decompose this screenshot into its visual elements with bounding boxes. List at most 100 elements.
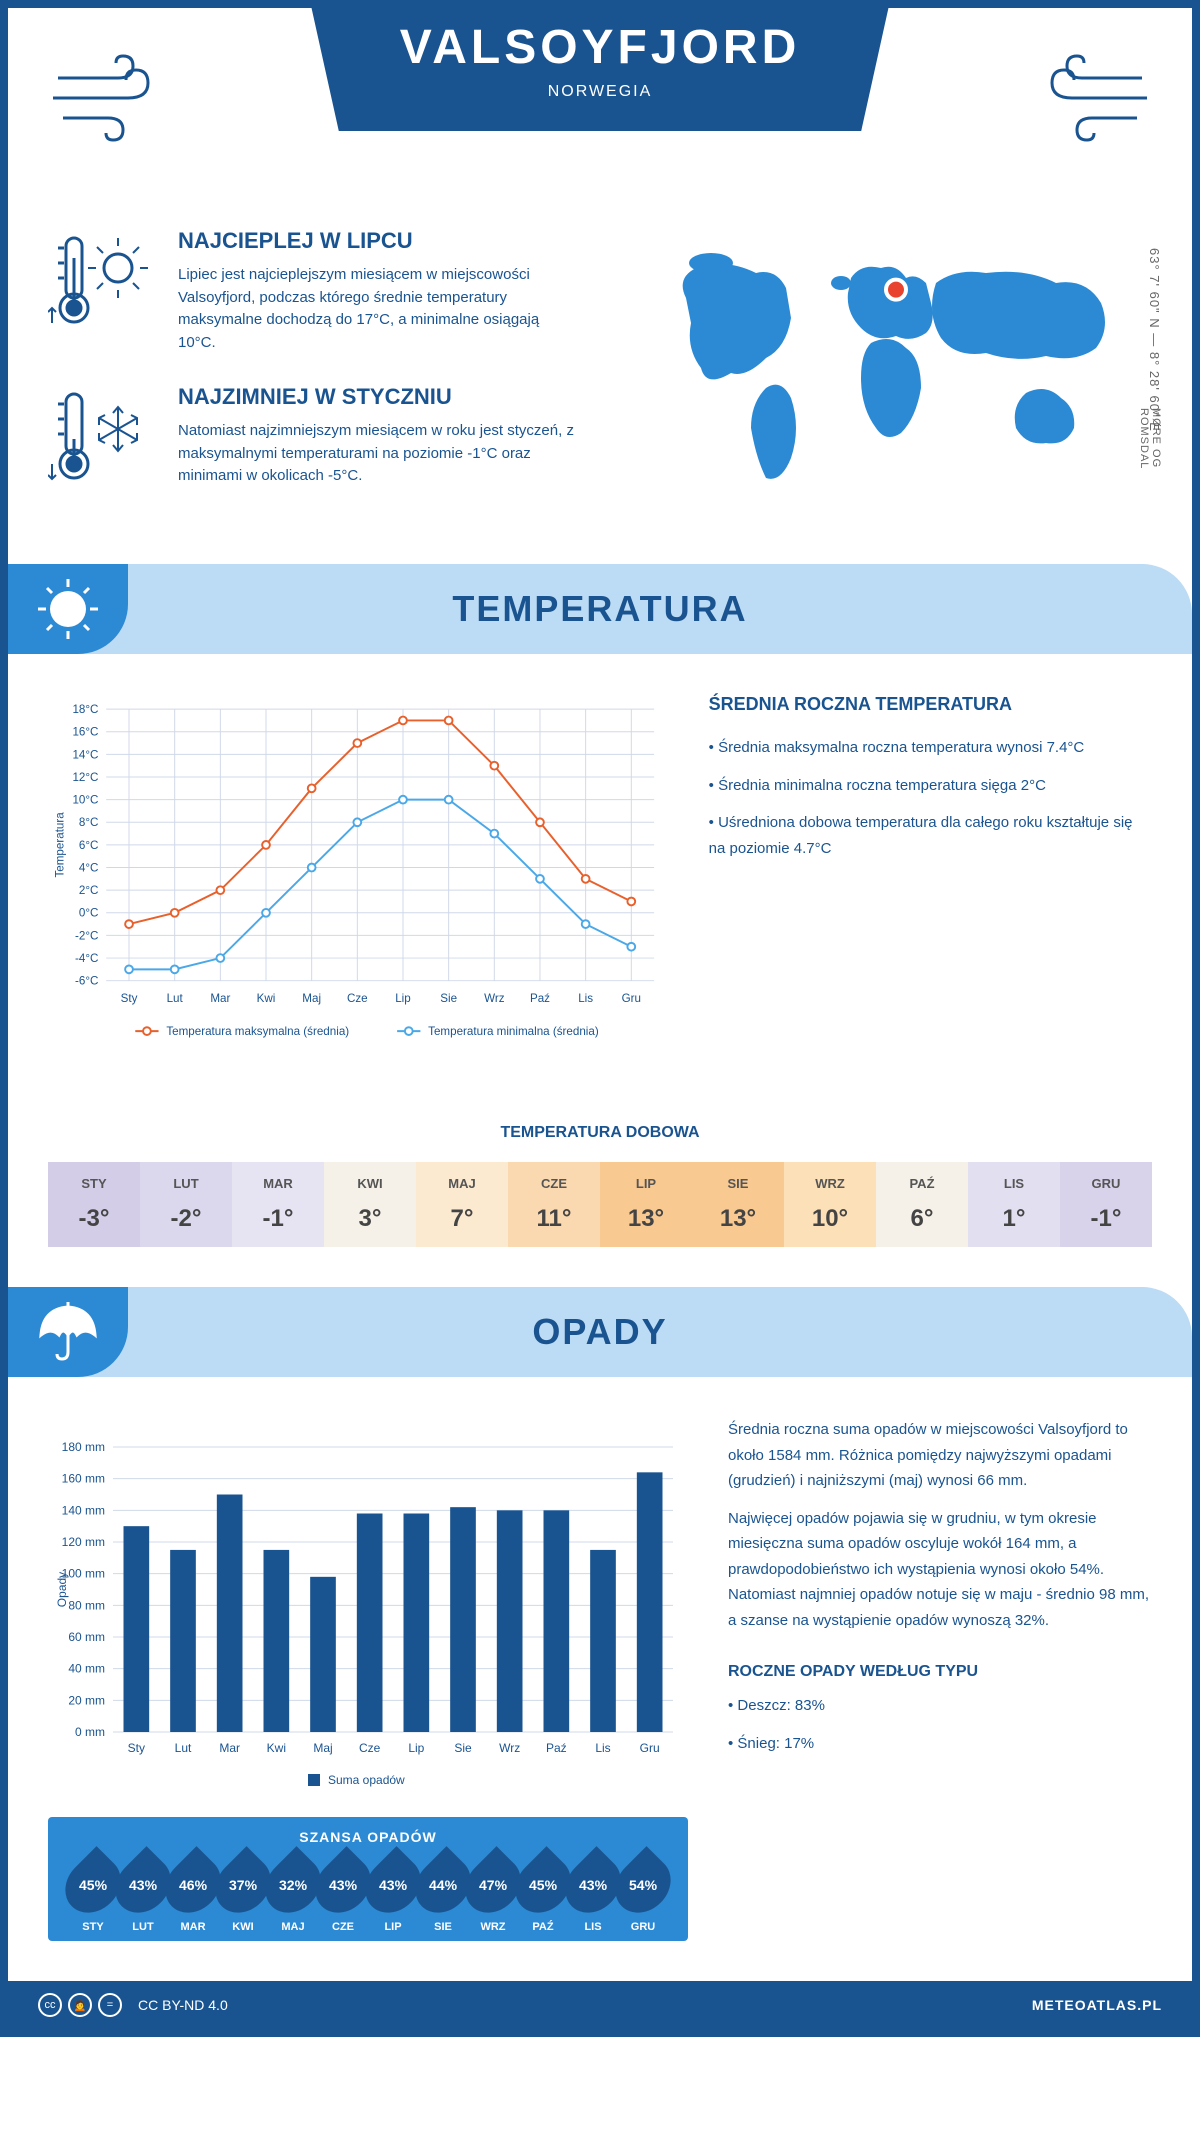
svg-text:Lis: Lis [595, 1741, 610, 1755]
daily-temp-cell: LIS1° [968, 1162, 1060, 1247]
svg-text:4°C: 4°C [79, 861, 99, 874]
svg-text:Suma opadów: Suma opadów [328, 1773, 405, 1787]
warmest-text: Lipiec jest najcieplejszym miesiącem w m… [178, 264, 580, 354]
daily-temp-cell: MAR-1° [232, 1162, 324, 1247]
warmest-title: NAJCIEPLEJ W LIPCU [178, 228, 580, 254]
daily-temp-cell: SIE13° [692, 1162, 784, 1247]
svg-text:Mar: Mar [210, 992, 230, 1005]
chance-row: 45%STY43%LUT46%MAR37%KWI32%MAJ43%CZE43%L… [68, 1855, 668, 1933]
svg-text:-4°C: -4°C [75, 952, 98, 965]
svg-text:Mar: Mar [219, 1741, 240, 1755]
svg-text:Wrz: Wrz [499, 1741, 520, 1755]
daily-temp-cell: WRZ10° [784, 1162, 876, 1247]
chance-drop: 54%GRU [618, 1855, 668, 1933]
svg-text:Maj: Maj [302, 992, 321, 1005]
warmest-block: NAJCIEPLEJ W LIPCU Lipiec jest najcieple… [48, 228, 580, 354]
license-block: cc 🙍 = CC BY-ND 4.0 [38, 1993, 228, 2017]
svg-text:Sty: Sty [128, 1741, 145, 1755]
svg-text:14°C: 14°C [72, 748, 98, 761]
svg-text:Lip: Lip [395, 992, 411, 1005]
svg-text:40 mm: 40 mm [68, 1662, 105, 1676]
daily-temp-cell: PAŹ6° [876, 1162, 968, 1247]
svg-text:Lis: Lis [578, 992, 593, 1005]
precip-title: OPADY [532, 1311, 667, 1353]
precip-rain: • Deszcz: 83% [728, 1693, 1152, 1719]
annual-temp-title: ŚREDNIA ROCZNA TEMPERATURA [709, 694, 1152, 715]
world-map [620, 228, 1152, 508]
chance-drop: 37%KWI [218, 1855, 268, 1933]
precip-section-header: OPADY [8, 1287, 1192, 1377]
svg-text:180 mm: 180 mm [62, 1440, 105, 1454]
precip-p2: Najwięcej opadów pojawia się w grudniu, … [728, 1506, 1152, 1634]
svg-text:Sie: Sie [454, 1741, 472, 1755]
svg-text:20 mm: 20 mm [68, 1693, 105, 1707]
map-column: 63° 7' 60" N — 8° 28' 60" E MØRE OG ROMS… [620, 228, 1152, 524]
svg-text:Kwi: Kwi [267, 1741, 286, 1755]
svg-text:140 mm: 140 mm [62, 1503, 105, 1517]
svg-text:-6°C: -6°C [75, 975, 98, 988]
svg-text:Lut: Lut [175, 1741, 192, 1755]
chance-drop: 45%STY [68, 1855, 118, 1933]
precip-chance-box: SZANSA OPADÓW 45%STY43%LUT46%MAR37%KWI32… [48, 1817, 688, 1941]
svg-text:60 mm: 60 mm [68, 1630, 105, 1644]
temperature-section-header: TEMPERATURA [8, 564, 1192, 654]
header: VALSOYFJORD NORWEGIA [8, 8, 1192, 208]
thermometer-sun-icon [48, 228, 158, 338]
chance-drop: 43%LIS [568, 1855, 618, 1933]
svg-text:Temperatura minimalna (średnia: Temperatura minimalna (średnia) [428, 1025, 599, 1038]
daily-temp-table: STY-3°LUT-2°MAR-1°KWI3°MAJ7°CZE11°LIP13°… [48, 1162, 1152, 1247]
svg-text:Temperatura maksymalna (średni: Temperatura maksymalna (średnia) [166, 1025, 349, 1038]
svg-text:Opady: Opady [55, 1572, 69, 1607]
title-banner: VALSOYFJORD NORWEGIA [310, 0, 890, 131]
svg-text:8°C: 8°C [79, 816, 99, 829]
chance-drop: 43%LIP [368, 1855, 418, 1933]
svg-text:160 mm: 160 mm [62, 1472, 105, 1486]
wind-decoration-right [1032, 48, 1152, 167]
precip-bar-chart: 0 mm20 mm40 mm60 mm80 mm100 mm120 mm140 … [48, 1417, 688, 1817]
svg-text:Lut: Lut [167, 992, 184, 1005]
svg-text:120 mm: 120 mm [62, 1535, 105, 1549]
chance-drop: 43%CZE [318, 1855, 368, 1933]
coldest-block: NAJZIMNIEJ W STYCZNIU Natomiast najzimni… [48, 384, 580, 494]
svg-text:Paź: Paź [546, 1741, 567, 1755]
wind-decoration-left [48, 48, 168, 167]
annual-temp-b2: • Średnia minimalna roczna temperatura s… [709, 773, 1152, 799]
daily-temp-cell: KWI3° [324, 1162, 416, 1247]
precip-chart-column: 0 mm20 mm40 mm60 mm80 mm100 mm120 mm140 … [48, 1417, 688, 1941]
temperature-title: TEMPERATURA [452, 588, 747, 630]
svg-text:6°C: 6°C [79, 839, 99, 852]
intro-section: NAJCIEPLEJ W LIPCU Lipiec jest najcieple… [8, 208, 1192, 564]
annual-temp-b1: • Średnia maksymalna roczna temperatura … [709, 735, 1152, 761]
coldest-title: NAJZIMNIEJ W STYCZNIU [178, 384, 580, 410]
daily-temp-title: TEMPERATURA DOBOWA [8, 1124, 1192, 1142]
daily-temp-cell: MAJ7° [416, 1162, 508, 1247]
precip-content: 0 mm20 mm40 mm60 mm80 mm100 mm120 mm140 … [8, 1377, 1192, 1981]
svg-text:Gru: Gru [622, 992, 641, 1005]
svg-text:Maj: Maj [313, 1741, 332, 1755]
svg-text:12°C: 12°C [72, 771, 98, 784]
thermometer-snow-icon [48, 384, 158, 494]
svg-text:16°C: 16°C [72, 726, 98, 739]
nd-icon: = [98, 1993, 122, 2017]
chance-drop: 44%SIE [418, 1855, 468, 1933]
chance-drop: 46%MAR [168, 1855, 218, 1933]
svg-text:2°C: 2°C [79, 884, 99, 897]
location-marker [886, 280, 906, 300]
temperature-line-chart: -6°C-4°C-2°C0°C2°C4°C6°C8°C10°C12°C14°C1… [48, 694, 669, 1054]
svg-text:Sty: Sty [121, 992, 138, 1005]
chance-drop: 45%PAŹ [518, 1855, 568, 1933]
sun-icon [8, 564, 128, 654]
daily-temp-cell: STY-3° [48, 1162, 140, 1247]
site-name: METEOATLAS.PL [1032, 1997, 1162, 2013]
chance-title: SZANSA OPADÓW [68, 1829, 668, 1845]
svg-text:10°C: 10°C [72, 794, 98, 807]
chance-drop: 43%LUT [118, 1855, 168, 1933]
country-name: NORWEGIA [400, 83, 800, 101]
svg-text:18°C: 18°C [72, 703, 98, 716]
svg-text:Cze: Cze [359, 1741, 381, 1755]
svg-text:Temperatura: Temperatura [54, 812, 67, 878]
svg-text:Paź: Paź [530, 992, 550, 1005]
city-name: VALSOYFJORD [400, 20, 800, 75]
svg-text:0 mm: 0 mm [75, 1725, 105, 1739]
daily-temp-cell: LIP13° [600, 1162, 692, 1247]
